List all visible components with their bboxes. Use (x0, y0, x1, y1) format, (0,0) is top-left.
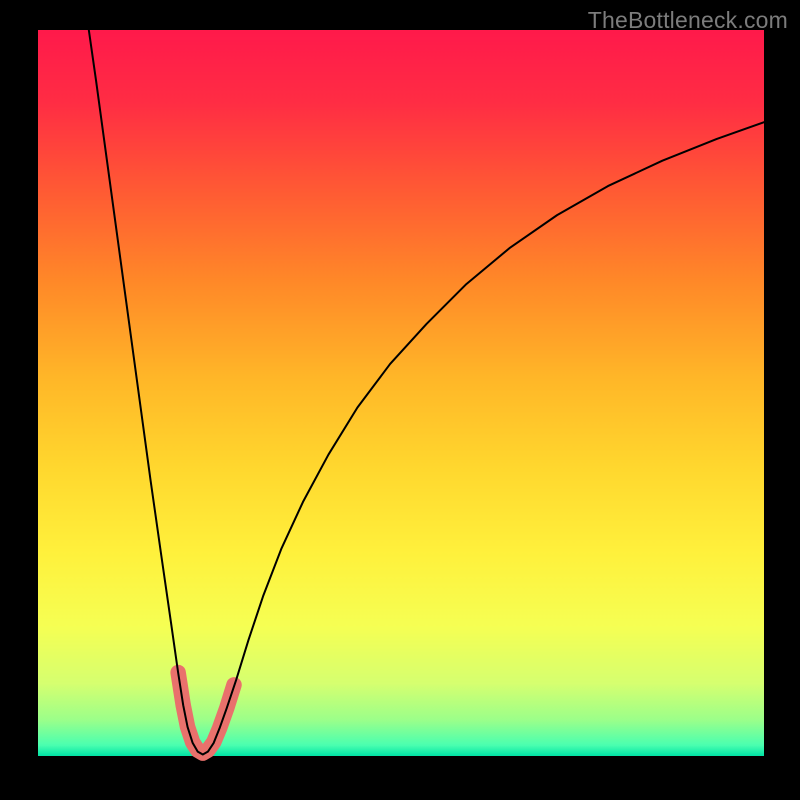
watermark-label: TheBottleneck.com (588, 7, 788, 34)
gradient-background (38, 30, 764, 756)
chart-stage: TheBottleneck.com (0, 0, 800, 800)
